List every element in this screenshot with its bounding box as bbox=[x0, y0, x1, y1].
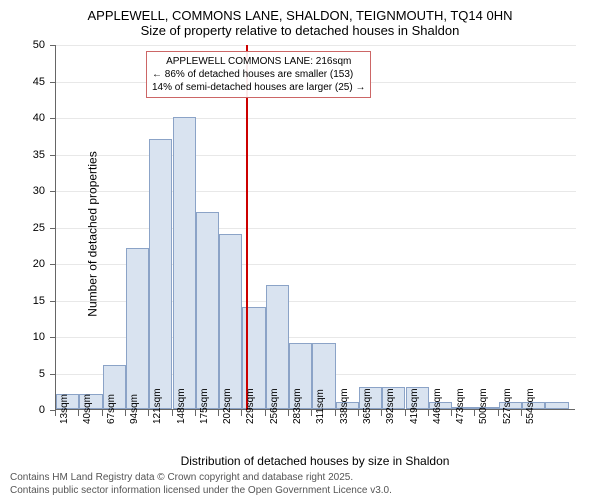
y-axis: 05101520253035404550 bbox=[45, 45, 55, 410]
x-tick-label: 500sqm bbox=[478, 388, 489, 424]
x-tick bbox=[498, 410, 499, 416]
histogram-bar bbox=[149, 139, 172, 409]
x-tick bbox=[241, 410, 242, 416]
x-tick bbox=[335, 410, 336, 416]
x-tick bbox=[148, 410, 149, 416]
x-tick-label: 202sqm bbox=[222, 388, 233, 424]
attribution-line2: Contains public sector information licen… bbox=[10, 484, 392, 497]
x-tick bbox=[381, 410, 382, 416]
x-tick-label: 121sqm bbox=[152, 388, 163, 424]
annotation-line2: ← 86% of detached houses are smaller (15… bbox=[152, 68, 365, 81]
histogram-bar bbox=[545, 402, 568, 409]
annotation-line3: 14% of semi-detached houses are larger (… bbox=[152, 81, 365, 94]
x-tick-label: 175sqm bbox=[199, 388, 210, 424]
x-tick bbox=[195, 410, 196, 416]
x-axis-title: Distribution of detached houses by size … bbox=[55, 454, 575, 468]
x-tick bbox=[474, 410, 475, 416]
y-tick bbox=[50, 118, 56, 119]
y-tick-label: 0 bbox=[39, 404, 45, 416]
x-tick-label: 13sqm bbox=[59, 394, 70, 424]
x-tick bbox=[125, 410, 126, 416]
y-tick-label: 15 bbox=[33, 295, 45, 307]
y-tick bbox=[50, 264, 56, 265]
y-tick-label: 45 bbox=[33, 76, 45, 88]
y-gridline bbox=[56, 45, 576, 46]
x-tick-label: 283sqm bbox=[292, 388, 303, 424]
histogram-bar bbox=[173, 117, 196, 409]
histogram-bar bbox=[196, 212, 219, 409]
x-tick-label: 94sqm bbox=[129, 394, 140, 424]
title-sub: Size of property relative to detached ho… bbox=[0, 23, 600, 42]
y-gridline bbox=[56, 155, 576, 156]
x-tick bbox=[311, 410, 312, 416]
y-tick bbox=[50, 228, 56, 229]
y-tick bbox=[50, 374, 56, 375]
x-tick-label: 419sqm bbox=[409, 388, 420, 424]
y-tick bbox=[50, 155, 56, 156]
y-tick bbox=[50, 337, 56, 338]
y-tick-label: 25 bbox=[33, 222, 45, 234]
reference-line bbox=[246, 45, 248, 410]
y-tick-label: 10 bbox=[33, 331, 45, 343]
y-tick-label: 30 bbox=[33, 185, 45, 197]
x-tick-label: 392sqm bbox=[385, 388, 396, 424]
x-tick bbox=[405, 410, 406, 416]
histogram-bar bbox=[126, 248, 149, 409]
plot-area: APPLEWELL COMMONS LANE: 216sqm ← 86% of … bbox=[55, 45, 575, 410]
x-tick-label: 338sqm bbox=[339, 388, 350, 424]
y-gridline bbox=[56, 228, 576, 229]
x-tick bbox=[358, 410, 359, 416]
x-tick bbox=[451, 410, 452, 416]
x-tick bbox=[428, 410, 429, 416]
y-gridline bbox=[56, 118, 576, 119]
x-tick-label: 311sqm bbox=[315, 389, 326, 424]
y-tick bbox=[50, 82, 56, 83]
y-axis-title: Number of detached properties bbox=[86, 151, 100, 316]
x-tick-label: 229sqm bbox=[245, 388, 256, 424]
y-tick bbox=[50, 191, 56, 192]
x-tick-label: 365sqm bbox=[362, 388, 373, 424]
x-tick-label: 256sqm bbox=[269, 388, 280, 424]
annotation-line1: APPLEWELL COMMONS LANE: 216sqm bbox=[152, 55, 365, 68]
y-tick-label: 35 bbox=[33, 149, 45, 161]
y-gridline bbox=[56, 191, 576, 192]
x-tick bbox=[78, 410, 79, 416]
annotation-box: APPLEWELL COMMONS LANE: 216sqm ← 86% of … bbox=[146, 51, 371, 98]
histogram-bar bbox=[219, 234, 242, 409]
y-tick bbox=[50, 301, 56, 302]
y-tick-label: 50 bbox=[33, 39, 45, 51]
x-tick-label: 148sqm bbox=[176, 388, 187, 424]
chart-container: APPLEWELL COMMONS LANE: 216sqm ← 86% of … bbox=[55, 45, 575, 410]
y-tick-label: 20 bbox=[33, 258, 45, 270]
x-tick bbox=[288, 410, 289, 416]
title-main: APPLEWELL, COMMONS LANE, SHALDON, TEIGNM… bbox=[0, 0, 600, 23]
x-tick-label: 40sqm bbox=[82, 394, 93, 424]
x-tick bbox=[521, 410, 522, 416]
x-tick bbox=[265, 410, 266, 416]
y-tick-label: 40 bbox=[33, 112, 45, 124]
x-tick bbox=[218, 410, 219, 416]
x-tick bbox=[55, 410, 56, 416]
x-tick-label: 67sqm bbox=[106, 394, 117, 424]
x-tick-label: 554sqm bbox=[525, 388, 536, 424]
x-tick-label: 527sqm bbox=[502, 388, 513, 424]
attribution-line1: Contains HM Land Registry data © Crown c… bbox=[10, 471, 392, 484]
x-tick-label: 473sqm bbox=[455, 388, 466, 424]
attribution: Contains HM Land Registry data © Crown c… bbox=[10, 471, 392, 497]
x-tick-label: 446sqm bbox=[432, 388, 443, 424]
x-tick bbox=[172, 410, 173, 416]
y-tick bbox=[50, 45, 56, 46]
x-tick bbox=[102, 410, 103, 416]
y-tick-label: 5 bbox=[39, 368, 45, 380]
